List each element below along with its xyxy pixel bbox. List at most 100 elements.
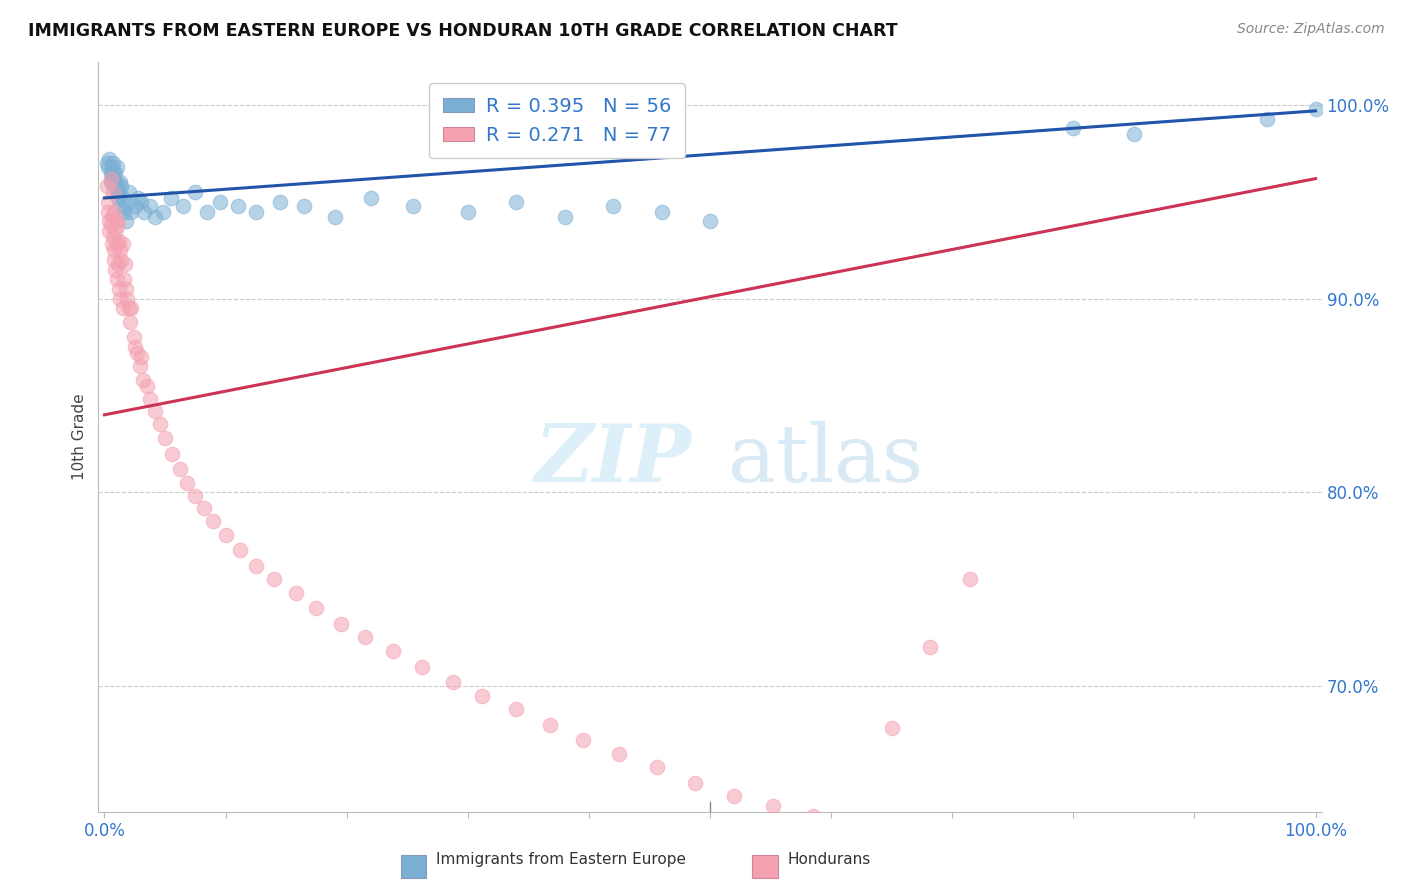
Point [100,176,122,190]
Point [118,315,141,329]
Point [229,543,252,558]
Point [129,350,152,364]
Point [129,194,152,209]
Point [124,340,146,354]
Point [104,262,127,277]
Point [117,292,139,306]
Point [1122,127,1144,141]
Text: Hondurans: Hondurans [787,852,870,867]
Point [100,160,122,174]
Point [120,301,142,316]
Point [160,191,183,205]
Point [103,252,125,267]
Point [103,244,125,258]
Point [98,224,121,238]
Point [132,373,155,387]
Point [110,252,132,267]
Point [134,204,156,219]
Point [762,798,785,813]
Point [105,214,128,228]
Point [305,601,328,615]
Point [292,199,315,213]
Point [105,160,128,174]
Point [880,722,903,736]
Point [96,156,118,170]
Point [245,558,267,573]
Point [104,224,127,238]
Point [101,229,124,244]
Point [108,234,131,248]
Point [699,214,721,228]
Point [176,475,198,490]
Point [101,156,124,170]
Point [193,500,215,515]
Point [122,330,145,344]
Point [153,431,176,445]
Point [127,191,149,205]
Point [208,194,231,209]
Point [920,640,942,655]
Point [149,417,172,432]
Point [100,169,122,184]
Point [505,194,527,209]
Point [104,166,127,180]
Point [411,659,433,673]
Text: Immigrants from Eastern Europe: Immigrants from Eastern Europe [436,852,686,867]
Point [263,573,285,587]
Point [1062,121,1084,136]
Text: ZIP: ZIP [534,421,692,499]
Point [471,689,494,703]
Point [214,528,236,542]
Point [112,272,135,286]
Point [197,204,219,219]
Point [97,160,120,174]
Point [98,214,121,228]
Point [162,446,184,460]
Point [607,747,630,761]
Point [226,199,249,213]
Point [1256,112,1278,126]
Point [143,404,166,418]
Point [184,185,207,199]
Point [169,462,191,476]
Point [103,179,125,194]
Point [110,199,132,213]
Point [114,257,136,271]
Point [101,166,124,180]
Point [202,514,225,528]
Point [105,272,128,286]
Point [135,378,157,392]
Point [110,176,132,190]
Point [572,733,595,747]
Point [172,199,194,213]
Point [110,179,132,194]
Text: Source: ZipAtlas.com: Source: ZipAtlas.com [1237,22,1385,37]
Point [114,199,136,213]
Point [269,194,291,209]
Point [645,760,668,774]
Point [723,789,745,804]
Point [651,204,673,219]
Point [115,282,138,296]
Point [184,489,207,503]
Point [360,191,382,205]
Point [457,204,479,219]
Point [127,346,149,360]
Point [105,185,128,199]
Point [441,675,464,690]
Point [104,176,127,190]
Point [110,244,132,258]
Point [115,214,138,228]
Point [323,211,346,225]
Point [100,211,122,225]
Y-axis label: 10th Grade: 10th Grade [72,393,87,481]
Text: IMMIGRANTS FROM EASTERN EUROPE VS HONDURAN 10TH GRADE CORRELATION CHART: IMMIGRANTS FROM EASTERN EUROPE VS HONDUR… [28,22,898,40]
Point [100,166,122,180]
Point [107,179,129,194]
Point [554,211,576,225]
Point [96,179,118,194]
Point [842,818,865,832]
Point [801,808,824,822]
Point [105,237,128,252]
Point [139,199,162,213]
